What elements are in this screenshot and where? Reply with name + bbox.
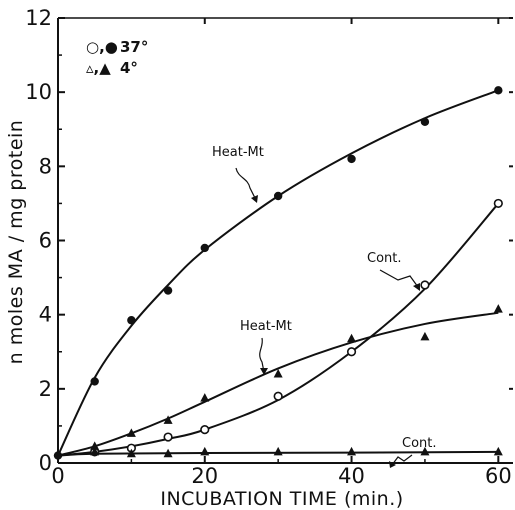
series-3-point (126, 428, 136, 437)
annotation-arrow-cont-4 (391, 454, 413, 466)
series-2-point (346, 347, 357, 357)
annotation-arrowhead-heat-mt-4 (260, 368, 268, 375)
series-3-point (163, 415, 173, 424)
x-tick-label: 0 (51, 464, 64, 488)
series-1-point (127, 316, 136, 325)
y-tick-label: 10 (25, 80, 52, 104)
series-3-point (273, 369, 283, 378)
annotation-arrowhead-heat-mt-37 (251, 195, 258, 203)
series-4-point (273, 446, 283, 456)
series-4-point (163, 448, 173, 458)
series-1-point (273, 191, 283, 201)
series-3-point (420, 331, 430, 341)
series-3-curve (57, 311, 499, 457)
series-1-point (420, 117, 430, 127)
legend-label-4: 4° (120, 59, 138, 77)
series-4-point (200, 446, 210, 456)
legend-label-37: 37° (120, 38, 148, 56)
series-1-point (163, 286, 173, 295)
annotation-arrowhead-cont-4 (389, 461, 396, 468)
y-tick-label: 8 (39, 154, 52, 178)
series-2-point (200, 425, 210, 435)
annotation-heat-mt-37: Heat-Mt (212, 145, 264, 160)
series-2-point (273, 391, 283, 401)
series-1-point (90, 377, 99, 386)
series-3-point (493, 304, 503, 313)
series-4-point (126, 448, 136, 458)
series-1-point (53, 451, 63, 460)
legend-symbols-4: ▵,▲ (86, 59, 111, 77)
series-4-point (420, 446, 430, 456)
annotation-heat-mt-4: Heat-Mt (240, 319, 292, 334)
series-3-point (200, 393, 210, 402)
legend-symbols-37: ○,● (86, 38, 118, 56)
y-tick-label: 6 (39, 229, 52, 253)
annotation-arrow-cont-37 (379, 269, 419, 288)
y-tick-label: 4 (39, 303, 52, 327)
x-tick-label: 40 (338, 464, 365, 488)
series-1-curve (57, 89, 499, 457)
y-tick-label: 2 (39, 377, 52, 401)
axis-ticks: 0 2 4 6 8 10 12 0 20 40 60 (25, 6, 513, 488)
x-axis-title: INCUBATION TIME (min.) (160, 488, 403, 510)
annotation-cont-4: Cont. (402, 436, 437, 451)
annotation-cont-37: Cont. (367, 251, 402, 266)
series-2-curve (57, 202, 500, 457)
x-tick-label: 20 (191, 464, 218, 488)
series-1-point (200, 243, 209, 253)
y-axis-title: n moles MA / mg protein (5, 120, 27, 365)
series-1-point (494, 86, 503, 95)
series-2-point (163, 432, 173, 442)
series-4-point (347, 446, 357, 456)
annotation-arrow-heat-mt-4 (259, 337, 265, 373)
annotation-arrow-heat-mt-37 (235, 167, 257, 201)
series-2-point (420, 280, 430, 290)
series-1-point (347, 154, 356, 164)
series-2-point (493, 198, 503, 209)
y-tick-label: 12 (25, 6, 52, 30)
series-3-point (90, 441, 100, 450)
x-tick-label: 60 (485, 464, 512, 488)
annotations: Heat-Mt Cont. Heat-Mt Cont. (212, 145, 437, 468)
data-points (53, 86, 503, 460)
series-4-point (90, 446, 100, 456)
legend: ○,● 37° ▵,▲ 4° (86, 38, 148, 77)
y-tick-label: 0 (39, 451, 52, 475)
series-3-point (347, 333, 357, 343)
series-4-point (493, 446, 503, 456)
annotation-arrowhead-cont-37 (413, 283, 420, 291)
